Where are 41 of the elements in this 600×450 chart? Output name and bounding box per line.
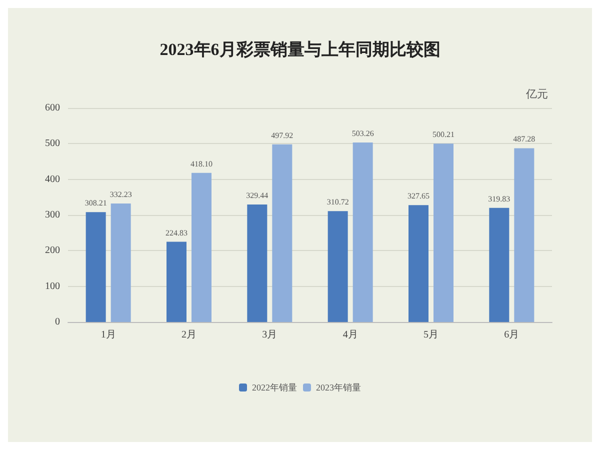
bar [514, 148, 534, 322]
data-label: 327.65 [408, 192, 430, 201]
y-tick-label: 400 [45, 174, 60, 185]
bar [247, 204, 268, 322]
bar [272, 144, 292, 322]
data-label: 224.83 [166, 228, 188, 238]
data-label: 418.10 [190, 159, 212, 168]
legend-label: 2022年销量 [252, 382, 297, 392]
data-label: 500.21 [432, 130, 454, 140]
y-tick-label: 500 [45, 138, 60, 150]
chart-title: 2023年6月彩票销量与上年同期比较图 [160, 40, 440, 59]
x-tick-label: 1月 [100, 330, 116, 340]
y-tick-label: 200 [45, 245, 60, 256]
legend-label: 2023年销量 [316, 382, 361, 392]
data-label: 310.72 [326, 198, 349, 207]
bar [408, 205, 428, 322]
data-label: 319.83 [488, 194, 510, 204]
y-tick-label: 100 [45, 280, 60, 292]
x-tick-label: 4月 [342, 330, 358, 340]
bar [86, 212, 106, 322]
data-label: 487.28 [513, 134, 536, 144]
bar [166, 242, 186, 322]
y-axis-title: 亿元 [525, 88, 548, 100]
bar [489, 208, 510, 322]
x-tick-label: 5月 [424, 330, 438, 340]
bar [434, 144, 454, 322]
data-label: 332.23 [110, 190, 132, 200]
bar [110, 204, 131, 322]
y-tick-label: 0 [55, 316, 60, 328]
x-tick-label: 2月 [182, 330, 196, 340]
data-label: 497.92 [271, 130, 294, 140]
bar [352, 142, 373, 322]
bar [328, 211, 348, 322]
data-label: 329.44 [246, 191, 268, 200]
y-tick-label: 600 [45, 102, 60, 114]
x-tick-label: 3月 [262, 330, 278, 340]
y-tick-label: 300 [45, 210, 60, 220]
bar [192, 172, 212, 322]
data-label: 308.21 [84, 198, 107, 208]
x-tick-label: 6月 [504, 330, 520, 340]
data-label: 503.26 [352, 129, 374, 138]
